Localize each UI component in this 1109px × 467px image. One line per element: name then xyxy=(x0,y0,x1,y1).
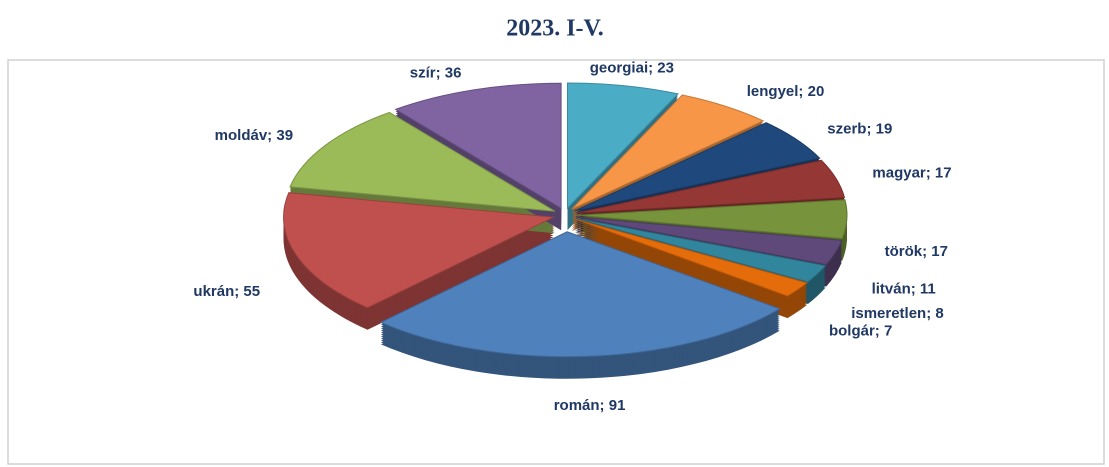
data-label: bolgár; 7 xyxy=(829,322,892,339)
data-label: ukrán; 55 xyxy=(193,283,260,300)
data-label: litván; 11 xyxy=(872,281,936,298)
data-label: magyar; 17 xyxy=(872,165,951,182)
slice xyxy=(567,82,679,210)
slice xyxy=(576,159,846,214)
slice xyxy=(574,122,821,212)
slice xyxy=(574,218,809,297)
data-label: georgiai; 23 xyxy=(590,60,674,77)
slice xyxy=(289,111,556,212)
slice xyxy=(394,82,562,210)
data-label: török; 17 xyxy=(885,243,948,260)
data-label: román; 91 xyxy=(554,397,626,414)
data-label: lengyel; 20 xyxy=(747,83,825,100)
data-label: szír; 36 xyxy=(410,64,462,81)
chart-frame xyxy=(7,59,1105,465)
chart-title: 2023. I-V. xyxy=(506,16,604,42)
slice xyxy=(379,231,781,358)
slice xyxy=(576,216,843,266)
slice xyxy=(575,217,827,283)
slice xyxy=(283,192,556,309)
slice xyxy=(576,199,848,240)
slice xyxy=(571,94,765,210)
data-label: szerb; 19 xyxy=(827,120,892,137)
data-label: moldáv; 39 xyxy=(215,127,293,144)
data-label: ismeretlen; 8 xyxy=(851,305,944,322)
